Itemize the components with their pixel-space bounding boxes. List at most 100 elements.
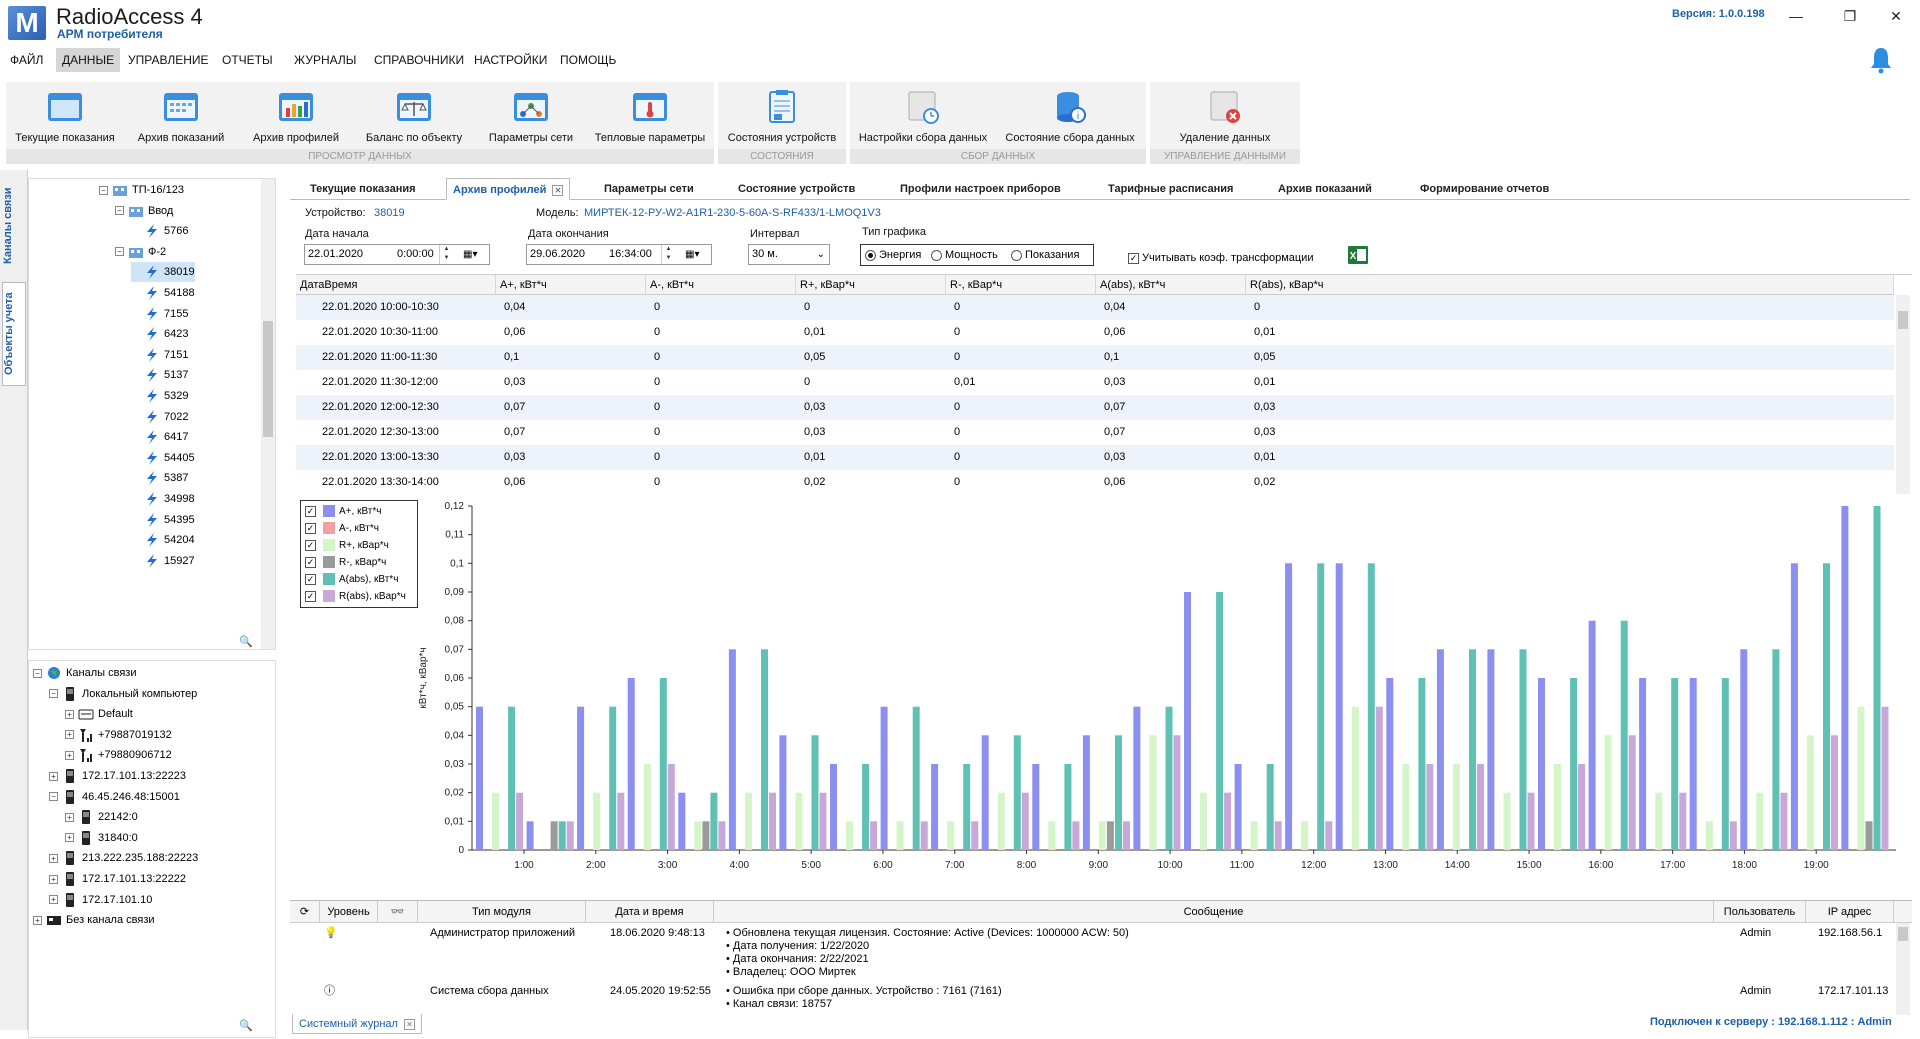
chart-bar[interactable] <box>1013 735 1021 850</box>
chart-bar[interactable] <box>1048 821 1056 850</box>
chart-bar[interactable] <box>1780 792 1788 850</box>
device-link[interactable]: 38019 <box>374 207 405 219</box>
menu-data[interactable]: ДАННЫЕ <box>56 48 121 72</box>
chart-bar[interactable] <box>710 792 718 850</box>
tree-node[interactable]: + Default <box>65 704 133 724</box>
tab-profile-archive[interactable]: Архив профилей ✕ <box>446 178 571 200</box>
restore-icon[interactable]: ❐ <box>1843 8 1857 24</box>
close-tab-icon[interactable]: ✕ <box>552 184 564 196</box>
chart-bar[interactable] <box>1655 792 1663 850</box>
close-tab-icon[interactable]: ✕ <box>403 1018 415 1030</box>
tree-node[interactable]: 54405 <box>131 448 195 468</box>
chart-bar[interactable] <box>971 821 979 850</box>
grid-row[interactable]: 22.01.2020 13:30-14:00 0,06 0 0,02 0 0,06 0,02 <box>296 470 1894 494</box>
chart-bar[interactable] <box>1620 620 1628 850</box>
chart-bar[interactable] <box>1224 792 1232 850</box>
chart-bar[interactable] <box>1402 764 1410 850</box>
chart-bar[interactable] <box>1098 821 1106 850</box>
grid-row[interactable]: 22.01.2020 10:30-11:00 0,06 0 0,01 0 0,06 0,01 <box>296 320 1894 345</box>
chart-bar[interactable] <box>1216 592 1224 850</box>
tab-device-states[interactable]: Состояние устройств <box>738 183 856 195</box>
checkbox-icon[interactable]: ✓ <box>305 573 316 585</box>
ribbon-device-states-button[interactable]: Состояния устройств <box>722 82 842 148</box>
chart-bar[interactable] <box>981 735 989 850</box>
chart-bar[interactable] <box>1165 706 1173 850</box>
chart-bar[interactable] <box>819 792 827 850</box>
chart-bar[interactable] <box>593 792 601 850</box>
legend-item[interactable]: ✓ R+, кВар*ч <box>305 538 389 554</box>
chart-bar[interactable] <box>1452 764 1460 850</box>
grid-row[interactable]: 22.01.2020 12:00-12:30 0,07 0 0,03 0 0,07 0,03 <box>296 395 1894 420</box>
grid-column-header[interactable]: A(abs), кВт*ч <box>1096 275 1246 295</box>
grid-scroll-thumb[interactable] <box>1898 311 1908 329</box>
calendar-dropdown-icon[interactable]: ▦▾ <box>463 249 478 260</box>
collapse-icon[interactable]: − <box>49 792 58 802</box>
bell-icon[interactable] <box>1868 46 1894 74</box>
chart-bar[interactable] <box>1881 706 1889 850</box>
chart-bar[interactable] <box>1628 735 1636 850</box>
chart-bar[interactable] <box>1487 649 1495 850</box>
chart-bar[interactable] <box>1184 592 1191 850</box>
collapse-icon[interactable]: − <box>33 668 42 678</box>
chart-bar[interactable] <box>1021 792 1029 850</box>
interval-select[interactable]: 30 м. ⌄ <box>748 244 830 265</box>
chart-bar[interactable] <box>1266 764 1274 850</box>
chart-bar[interactable] <box>1274 821 1282 850</box>
chart-bar[interactable] <box>1032 764 1040 850</box>
chart-bar[interactable] <box>617 792 625 850</box>
ribbon-balance-button[interactable]: Баланс по объекту <box>356 82 472 148</box>
chart-bar[interactable] <box>1133 706 1141 850</box>
chart-bar[interactable] <box>550 821 558 850</box>
vtab-channels[interactable]: Каналы связи <box>2 187 14 265</box>
menu-references[interactable]: СПРАВОЧНИКИ <box>374 53 465 67</box>
chart-bar[interactable] <box>659 678 667 850</box>
chart-bar[interactable] <box>1873 506 1881 850</box>
tree-scroll-thumb[interactable] <box>263 321 273 437</box>
chart-bar[interactable] <box>862 764 870 850</box>
chart-bar[interactable] <box>811 735 819 850</box>
chart-bar[interactable] <box>609 706 617 850</box>
expand-icon[interactable]: + <box>65 730 74 740</box>
chart-bar[interactable] <box>476 706 483 850</box>
expand-icon[interactable]: + <box>49 771 58 781</box>
chart-bar[interactable] <box>1639 678 1647 850</box>
tree-node[interactable]: 7151 <box>131 345 188 365</box>
chart-bar[interactable] <box>1841 506 1849 850</box>
log-col-user[interactable]: Пользователь <box>1714 901 1806 923</box>
chart-bar[interactable] <box>1790 563 1798 850</box>
tab-tariff-schedules[interactable]: Тарифные расписания <box>1108 183 1234 195</box>
log-scroll-thumb[interactable] <box>1898 927 1908 941</box>
tree-node[interactable]: +172.17.101.13:22222 <box>49 869 186 889</box>
grid-column-header[interactable]: ДатаВремя <box>296 275 496 295</box>
chart-bar[interactable] <box>728 649 736 850</box>
tree-node[interactable]: + Без канала связи <box>33 910 155 930</box>
chart-bar[interactable] <box>508 706 516 850</box>
tree-node[interactable]: +213.222.235.188:22223 <box>49 848 198 868</box>
graph-type-power[interactable]: Мощность <box>931 249 998 261</box>
chart-bar[interactable] <box>1671 678 1679 850</box>
chart-bar[interactable] <box>1527 792 1535 850</box>
start-date-field[interactable]: 22.01.2020 0:00:00 ▲ ▼ ▦▾ <box>304 244 490 265</box>
chart-bar[interactable] <box>1588 620 1596 850</box>
grid-column-header[interactable]: R+, кВар*ч <box>796 275 946 295</box>
expand-icon[interactable]: + <box>65 833 74 843</box>
chart-bar[interactable] <box>744 792 752 850</box>
chart-bar[interactable] <box>1418 678 1426 850</box>
chart-bar[interactable] <box>779 735 787 850</box>
tree-node[interactable]: 7155 <box>131 304 188 324</box>
grid-column-header[interactable]: R(abs), кВар*ч <box>1246 275 1894 295</box>
checkbox-icon[interactable]: ✓ <box>305 556 316 568</box>
chart-bar[interactable] <box>1149 735 1157 850</box>
chart-bar[interactable] <box>1072 821 1080 850</box>
chart-bar[interactable] <box>1554 764 1561 850</box>
end-time-spinner[interactable]: ▲ ▼ <box>661 245 675 264</box>
chart-bar[interactable] <box>1285 563 1293 850</box>
collapse-icon[interactable]: − <box>115 206 124 216</box>
log-col-ip[interactable]: IP адрес <box>1806 901 1894 923</box>
chart-bar[interactable] <box>1426 764 1434 850</box>
tree-node[interactable]: 54204 <box>131 530 195 550</box>
expand-icon[interactable]: + <box>33 915 42 925</box>
chart-bar[interactable] <box>558 821 566 850</box>
chart-bar[interactable] <box>1301 821 1309 850</box>
grid-row[interactable]: 22.01.2020 11:30-12:00 0,03 0 0 0,01 0,03 0,01 <box>296 370 1894 395</box>
